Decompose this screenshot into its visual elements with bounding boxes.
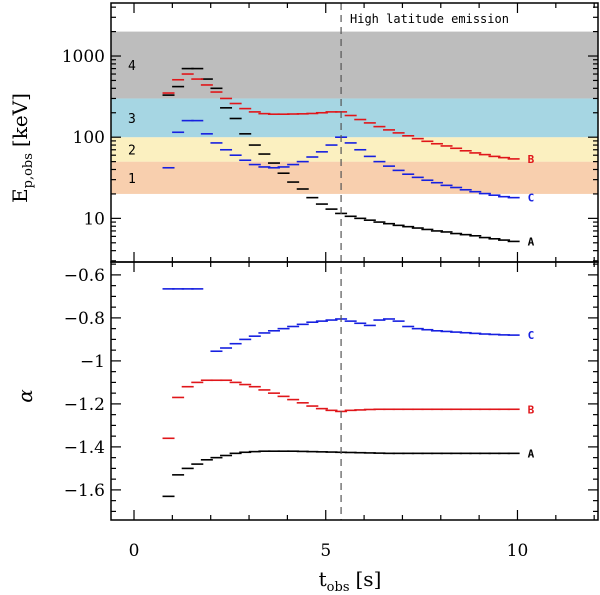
top-band-labels: 1 2 3 4 [128,59,136,187]
bottom-xlabel: tobs [s] [319,567,382,595]
x-tick-label: 10 [507,541,529,561]
band-3 [111,98,598,138]
bottom-y-tick-label: −0.8 [64,309,105,329]
top-series-label-C: C [528,192,535,205]
top-ylabel-main: E [8,188,32,203]
band-label-2: 2 [128,143,136,158]
bottom-xlabel-unit: [s] [356,567,382,591]
bottom-y-tick-label: −1.4 [64,438,105,458]
top-ylabel-unit: [keV] [8,93,32,147]
top-ylabel-sub: p,obs [21,153,36,188]
bottom-xlabel-main: t [319,567,327,591]
top-series-label-B: B [528,153,535,166]
bottom-series-label-A: A [528,447,535,460]
axis-ticks [111,3,598,520]
x-tick-label: 0 [129,541,140,561]
band-4 [111,31,598,99]
bottom-y-tick-label: −1 [80,352,105,372]
top-energy-bands [111,31,598,194]
top-y-tick-label: 1000 [62,47,105,67]
band-label-4: 4 [128,59,136,74]
bottom-axes-frame [110,261,599,521]
axes-frames [110,2,599,521]
x-tick-label: 5 [320,541,331,561]
bottom-y-tick-label: −1.2 [64,395,105,415]
bottom-ylabel: α [13,389,37,403]
bottom-series-labels: A B C [528,329,535,460]
band-label-3: 3 [128,112,136,127]
bottom-y-tick-label: −1.6 [64,481,105,501]
top-series-labels: A B C [528,153,535,249]
top-series-label-A: A [528,235,535,248]
band-1 [111,161,598,194]
top-y-tick-label: 100 [73,128,105,148]
bottom-y-tick-label: −0.6 [64,266,105,286]
top-y-tick-label: 10 [83,209,105,229]
bottom-series-label-C: C [528,329,535,342]
bottom-series-label-B: B [528,403,535,416]
high-latitude-annotation: High latitude emission [350,12,509,26]
axis-tick-labels: 0 5 10 10 100 1000 −1.6 −1.4 −1.2 −1 −0.8 −0.6 [62,47,529,561]
bottom-xlabel-sub: obs [327,580,350,595]
band-label-1: 1 [128,172,136,187]
top-ylabel: Ep,obs [keV] [8,93,36,203]
bottom-series-group [162,288,520,498]
